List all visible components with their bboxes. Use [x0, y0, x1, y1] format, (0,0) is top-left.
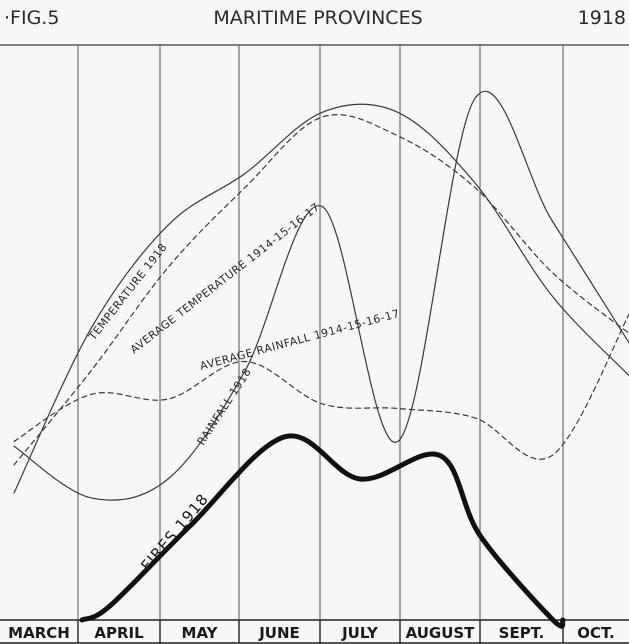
series-layer	[13, 90, 629, 629]
fires-1918-line	[79, 433, 566, 629]
month-label: SEPT.	[499, 624, 545, 642]
month-grid	[77, 45, 564, 643]
chart-year: 1918	[578, 7, 626, 29]
month-label: OCT.	[577, 624, 614, 642]
temperature-1918-line	[13, 103, 629, 494]
month-label: JUNE	[258, 624, 300, 642]
figure-number: ·FIG.5	[4, 7, 59, 29]
month-label: JULY	[341, 624, 379, 642]
month-label: AUGUST	[406, 624, 476, 642]
month-label: APRIL	[94, 624, 144, 642]
month-label: MARCH	[8, 624, 70, 642]
month-label: MAY	[182, 624, 219, 642]
average-temperature-line	[13, 114, 629, 466]
average-rainfall-line	[13, 313, 629, 460]
chart-title: MARITIME PROVINCES	[213, 7, 422, 29]
month-labels: MARCH APRIL MAY JUNE JULY AUGUST SEPT. OCT.	[8, 624, 615, 642]
rainfall-1918-line	[13, 90, 629, 501]
